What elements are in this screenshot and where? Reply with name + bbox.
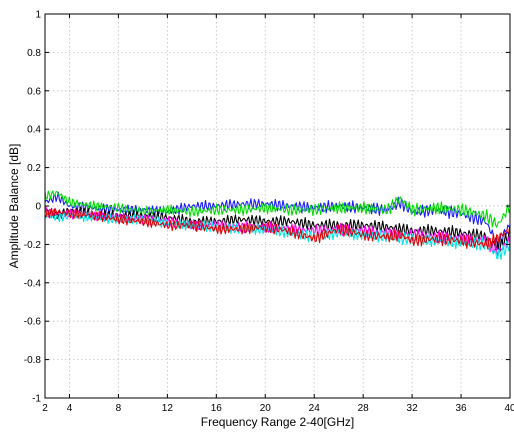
series-line-3 <box>44 206 511 252</box>
y-tick-label: -0.4 <box>24 278 42 289</box>
x-tick-label: 32 <box>407 403 419 414</box>
y-tick-label: 0.8 <box>27 48 41 59</box>
y-tick-label: -0.2 <box>24 240 42 251</box>
x-tick-label: 16 <box>211 403 223 414</box>
x-tick-label: 28 <box>358 403 370 414</box>
y-axis-label: Amplitude Balance [dB] <box>7 144 21 269</box>
x-axis-label: Frequency Range 2-40[GHz] <box>201 415 354 429</box>
y-tick-label: 0.2 <box>27 163 41 174</box>
y-tick-label: -0.8 <box>24 355 42 366</box>
x-tick-label: 8 <box>116 403 122 414</box>
x-tick-label: 12 <box>162 403 174 414</box>
x-tick-label: 4 <box>67 403 73 414</box>
y-tick-label: 0.6 <box>27 86 41 97</box>
x-tick-label: 40 <box>504 403 514 414</box>
x-tick-label: 20 <box>260 403 272 414</box>
series-line-6 <box>44 207 511 250</box>
x-tick-label: 24 <box>309 403 321 414</box>
axis-ticks: 2 4 8 12 16 20 24 28 32 36 40-1-0.8-0.6-0.4-0.200.… <box>24 10 514 415</box>
series-line-1 <box>44 191 511 251</box>
y-tick-label: -1 <box>32 394 41 405</box>
series-line-2 <box>44 190 511 228</box>
y-tick-label: 0 <box>35 202 41 213</box>
y-tick-label: -0.6 <box>24 317 42 328</box>
y-tick-label: 1 <box>35 10 41 21</box>
series-group <box>44 190 511 260</box>
x-tick-label: 36 <box>455 403 467 414</box>
y-tick-label: 0.4 <box>27 125 41 136</box>
x-tick-label: 2 <box>42 403 48 414</box>
